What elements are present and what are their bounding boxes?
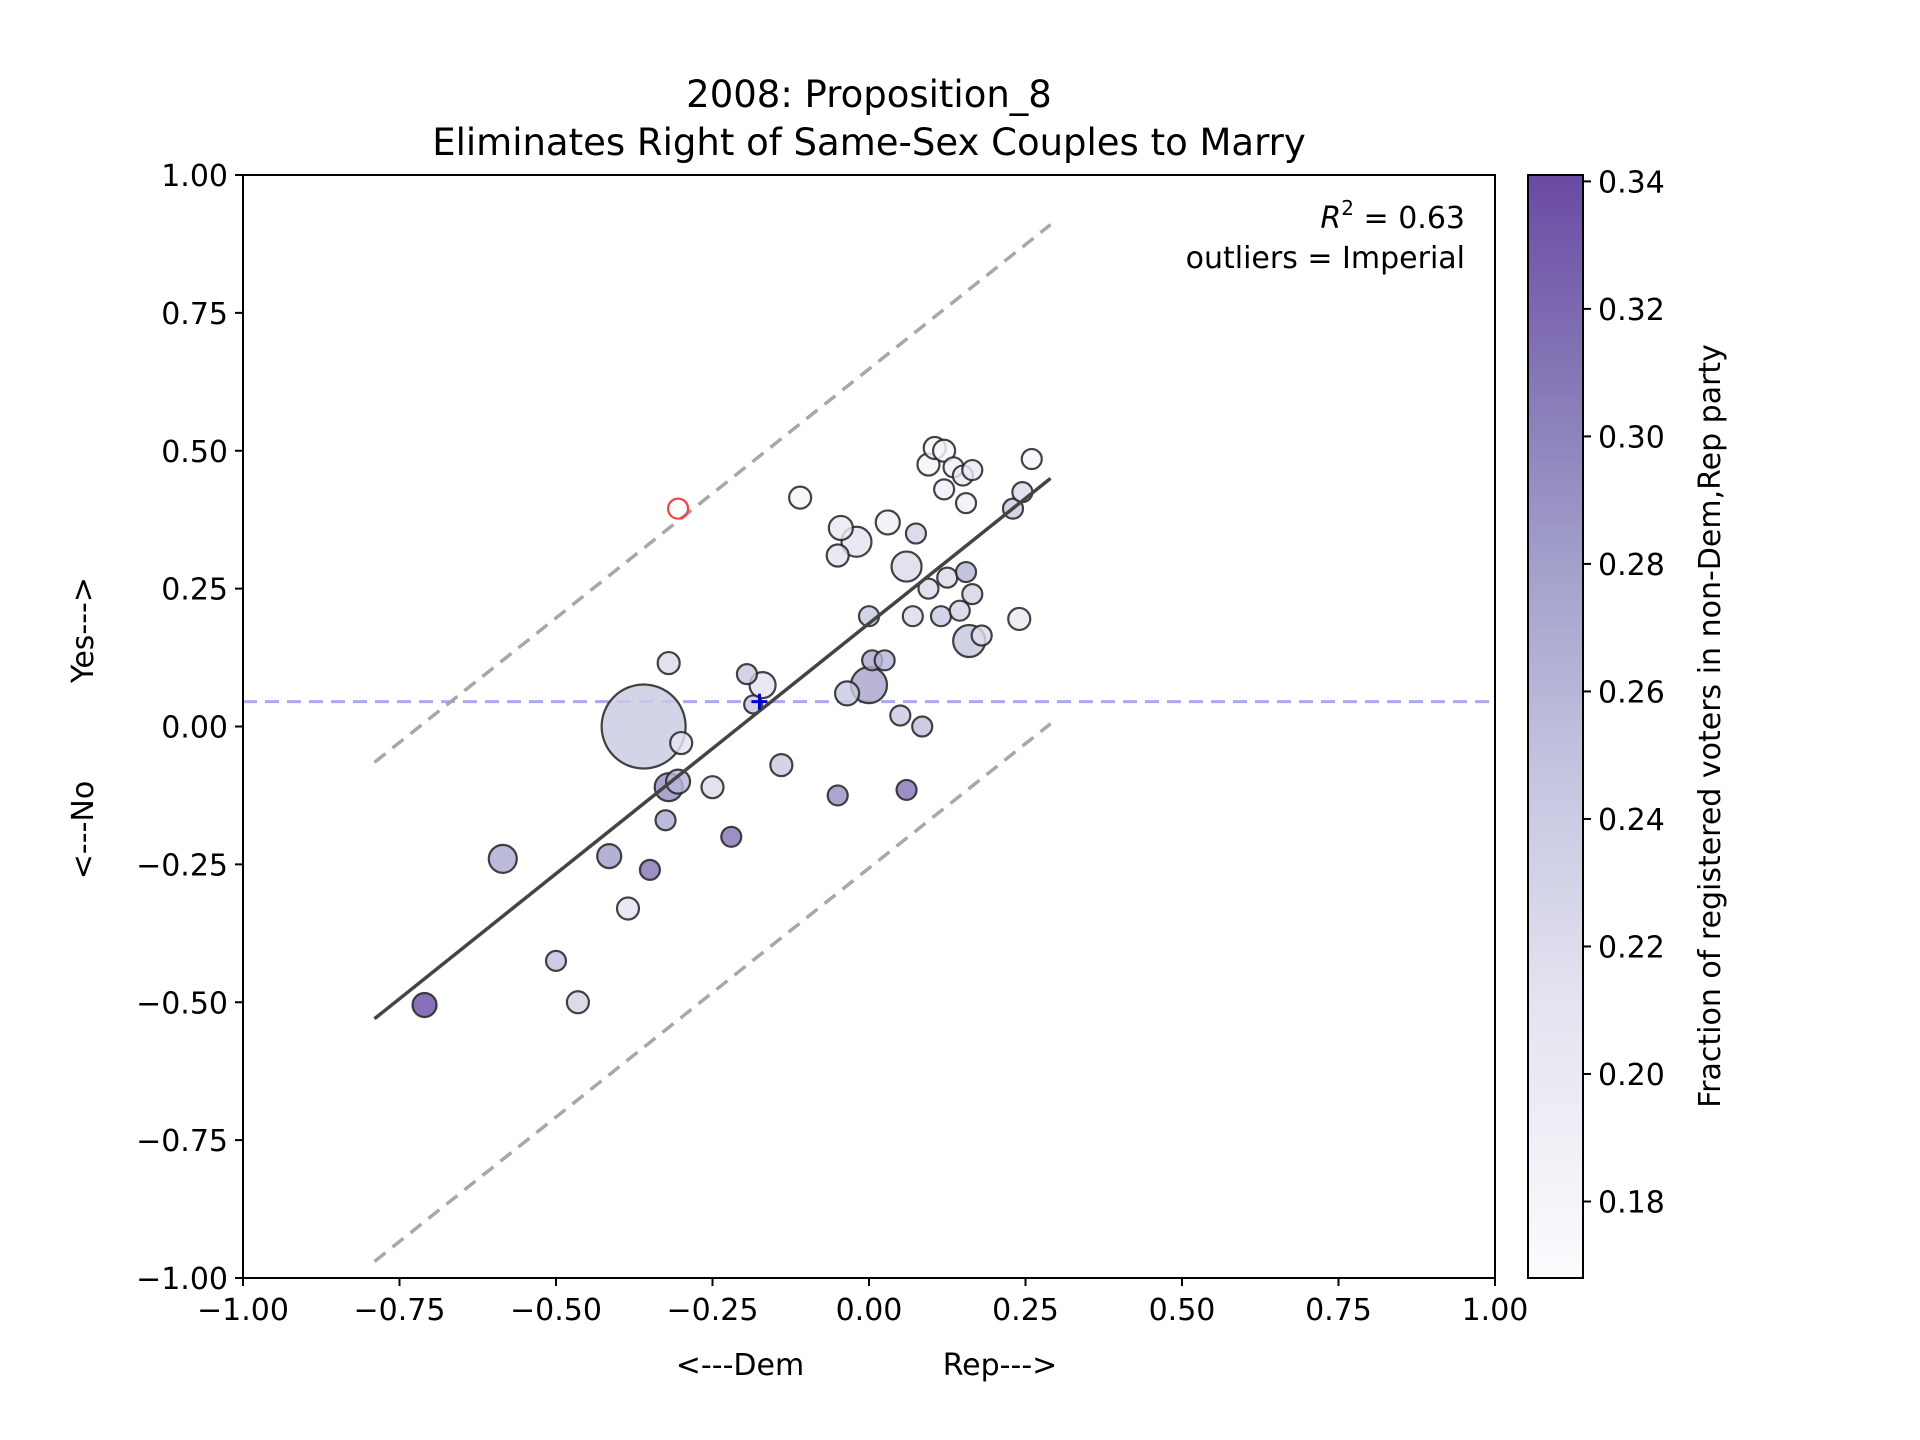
y-axis-label-top: Yes---> [66, 577, 101, 684]
y-tick-label: 1.00 [161, 159, 228, 194]
data-point [565, 990, 591, 1015]
data-point [656, 650, 681, 676]
data-point [917, 577, 940, 600]
y-tick-label: 0.50 [161, 435, 228, 470]
chart-subtitle: Eliminates Right of Same-Sex Couples to … [432, 121, 1306, 164]
data-point [664, 768, 692, 795]
data-point [487, 843, 518, 874]
x-axis-label-right: Rep---> [943, 1348, 1058, 1383]
data-point [889, 704, 912, 727]
data-point [827, 514, 854, 542]
outliers-annotation: outliers = Imperial [1186, 241, 1465, 276]
colorbar-label: Fraction of registered voters in non-Dem… [1693, 344, 1728, 1108]
data-point [1020, 447, 1043, 471]
data-point [700, 775, 725, 800]
colorbar [1527, 174, 1584, 1279]
x-axis: −1.00 −0.75 −0.50 −0.25 0.00 0.25 0.50 0.75 1.00 [197, 1278, 1528, 1328]
x-tick-label: −0.75 [354, 1293, 446, 1328]
data-point [788, 485, 813, 510]
regression-line [373, 476, 1052, 1021]
data-point [669, 730, 694, 756]
data-point [954, 492, 978, 515]
data-point [600, 683, 687, 770]
colorbar-tick-label: 0.18 [1598, 1185, 1665, 1220]
data-point [825, 543, 850, 568]
y-tick-label: 0.00 [161, 711, 228, 746]
y-axis: −1.00 −0.75 −0.50 −0.25 0.00 0.25 0.50 0.75 1.00 [136, 159, 243, 1297]
data-point [743, 694, 764, 715]
x-tick-label: 0.00 [836, 1293, 903, 1328]
data-point [638, 858, 662, 881]
mean-marker [751, 693, 768, 710]
data-point [544, 949, 568, 972]
colorbar-tick-label: 0.32 [1598, 293, 1665, 328]
data-point [933, 478, 956, 501]
r-squared-annotation: R2 = 0.63 [1320, 196, 1465, 236]
y-tick-label: 0.75 [161, 297, 228, 332]
band-lower-line [373, 722, 1052, 1263]
data-point [873, 649, 896, 672]
data-point [948, 599, 971, 622]
chart-title: 2008: Proposition_8 [686, 73, 1052, 116]
data-point [1007, 606, 1032, 632]
band-upper-line [373, 223, 1052, 764]
y-tick-label: −1.00 [136, 1262, 228, 1297]
data-point [720, 825, 743, 848]
y-tick-label: −0.75 [136, 1124, 228, 1159]
data-point [961, 583, 984, 606]
x-tick-label: −1.00 [197, 1293, 289, 1328]
colorbar-tick-label: 0.24 [1598, 803, 1665, 838]
y-tick-label: −0.25 [136, 848, 228, 883]
y-axis-label-bottom: <---No [66, 781, 101, 879]
outlier-point [666, 497, 690, 520]
data-point [826, 784, 849, 807]
colorbar-tick-label: 0.22 [1598, 930, 1665, 965]
data-point [954, 560, 978, 584]
x-tick-label: 0.25 [992, 1293, 1059, 1328]
data-point [833, 680, 861, 707]
x-axis-label-left: <---Dem [676, 1348, 804, 1383]
x-tick-label: 1.00 [1462, 1293, 1529, 1328]
x-tick-label: −0.50 [510, 1293, 602, 1328]
data-point [596, 843, 623, 870]
plot-frame [242, 174, 1496, 1279]
colorbar-tick-label: 0.30 [1598, 420, 1665, 455]
data-point [411, 991, 438, 1019]
data-point [735, 663, 759, 686]
data-point [904, 522, 928, 545]
data-point [769, 753, 794, 778]
data-point [970, 624, 993, 647]
plot-area [243, 223, 1495, 1263]
data-point [961, 458, 984, 482]
y-tick-label: −0.50 [136, 986, 228, 1021]
colorbar-axis: 0.18 0.20 0.22 0.24 0.26 0.28 0.30 0.32 0.34 [1583, 165, 1665, 1220]
data-point [654, 809, 677, 832]
data-point [615, 896, 641, 921]
data-point [874, 509, 901, 536]
data-point [929, 605, 953, 628]
data-point [911, 715, 934, 738]
x-tick-label: 0.50 [1149, 1293, 1216, 1328]
y-tick-label: 0.25 [161, 573, 228, 608]
colorbar-tick-label: 0.26 [1598, 675, 1665, 710]
colorbar-tick-label: 0.28 [1598, 548, 1665, 583]
data-point [901, 605, 924, 628]
colorbar-tick-label: 0.20 [1598, 1058, 1665, 1093]
x-tick-label: −0.25 [667, 1293, 759, 1328]
x-tick-label: 0.75 [1305, 1293, 1372, 1328]
data-point [936, 566, 959, 589]
data-point [890, 550, 923, 583]
data-point [895, 778, 918, 802]
colorbar-tick-label: 0.34 [1598, 165, 1665, 200]
